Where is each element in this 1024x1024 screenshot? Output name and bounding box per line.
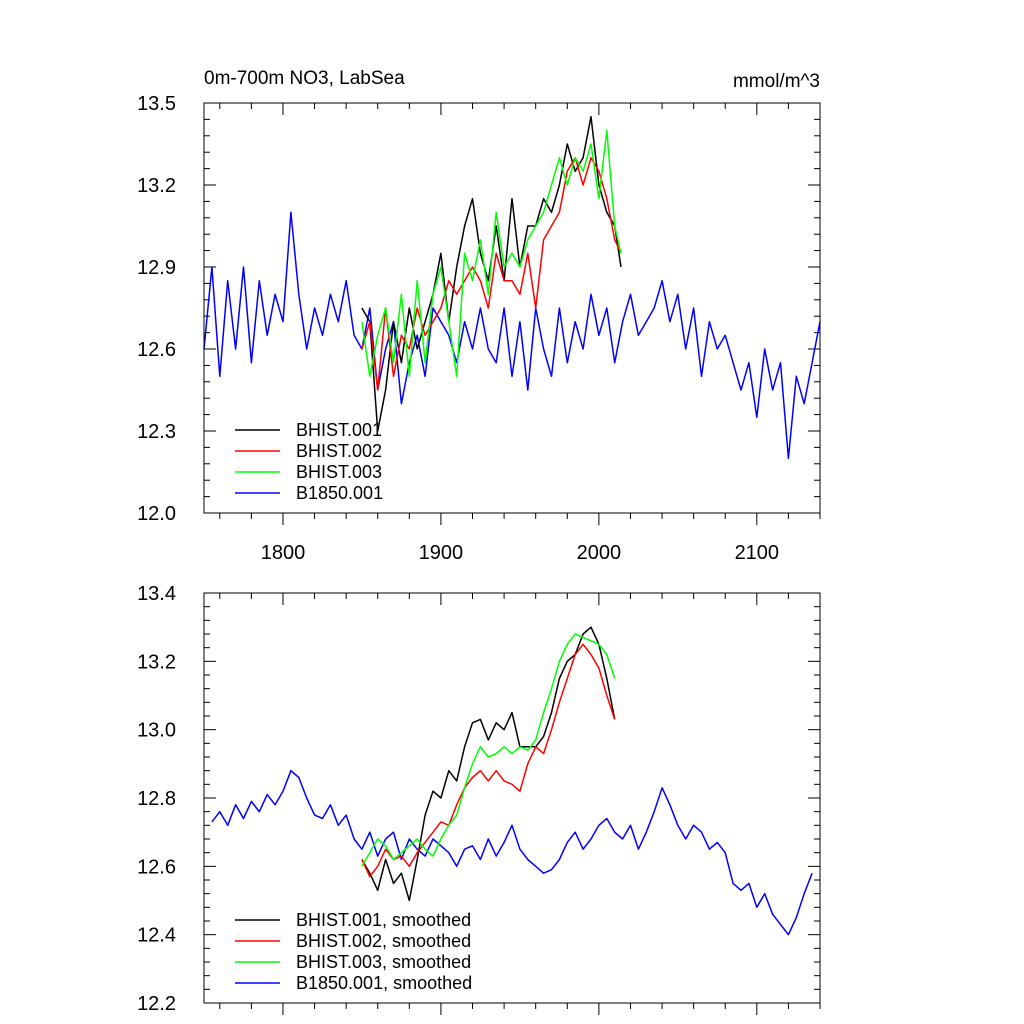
x-tick-label: 2000 — [577, 542, 622, 564]
legend-label: B1850.001 — [296, 483, 383, 503]
legend-label: BHIST.002, smoothed — [296, 931, 471, 951]
top-chart: 0m-700m NO3, LabSea mmol/m^3 12.0 12.3 12.… — [137, 68, 821, 564]
units-label: mmol/m^3 — [733, 71, 820, 92]
legend-label: BHIST.001, smoothed — [296, 910, 471, 930]
y-tick-label: 13.0 — [137, 720, 176, 742]
legend-label: BHIST.003 — [296, 462, 382, 482]
y-tick-label: 12.6 — [137, 856, 176, 878]
bottom-chart: 12.2 12.4 12.6 12.8 13.0 13.2 13.4 BHIST.001, … — [137, 583, 821, 1015]
x-tick-label: 1900 — [419, 542, 464, 564]
y-tick-label: 12.8 — [137, 788, 176, 810]
y-tick-label: 12.0 — [137, 503, 176, 525]
legend-label: BHIST.002 — [296, 441, 382, 461]
series-line-bhist-001 — [361, 626, 616, 902]
y-tick-label: 13.2 — [137, 175, 176, 197]
y-tick-label: 12.6 — [137, 339, 176, 361]
plot-frame — [203, 592, 821, 1004]
series-line-bhist-001 — [361, 115, 622, 432]
legend-label: BHIST.001 — [296, 420, 382, 440]
y-tick-label: 12.3 — [137, 421, 176, 443]
plot-frame — [203, 102, 821, 514]
series-line-bhist-003 — [361, 633, 616, 867]
series-line-bhist-002 — [361, 643, 616, 878]
series-line-bhist-003 — [361, 129, 622, 378]
y-tick-label: 12.2 — [137, 993, 176, 1015]
chart-title: 0m-700m NO3, LabSea — [204, 68, 405, 89]
y-tick-label: 13.5 — [137, 93, 176, 115]
x-tick-label: 2100 — [735, 542, 780, 564]
legend-label: BHIST.003, smoothed — [296, 952, 471, 972]
series-line-b1850-001 — [211, 769, 813, 936]
y-tick-label: 12.4 — [137, 925, 176, 947]
y-tick-label: 12.9 — [137, 257, 176, 279]
legend-label: B1850.001, smoothed — [296, 973, 472, 993]
y-tick-label: 13.2 — [137, 651, 176, 673]
y-tick-label: 13.4 — [137, 583, 176, 605]
series-line-b1850-001 — [203, 211, 821, 460]
x-tick-label: 1800 — [261, 542, 306, 564]
